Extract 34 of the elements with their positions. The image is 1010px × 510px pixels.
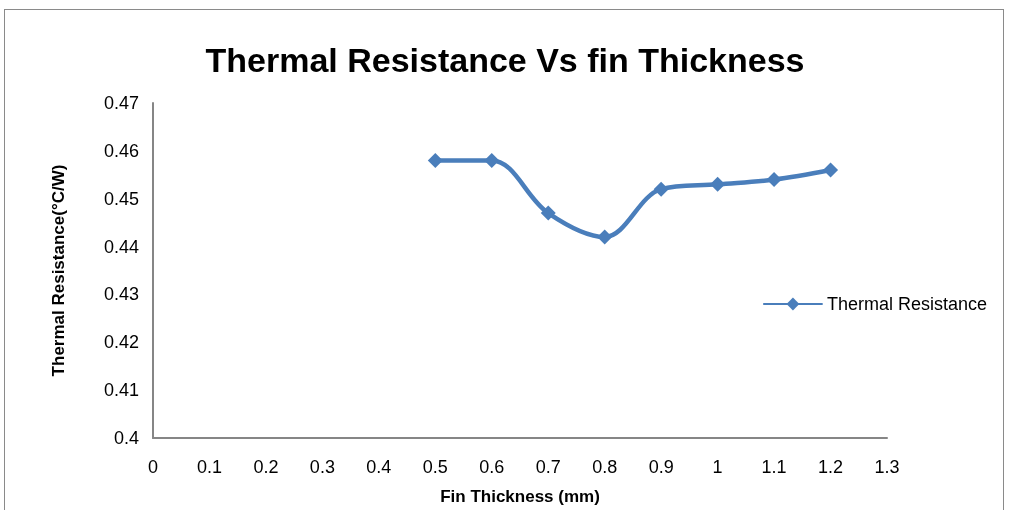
y-axis-title: Thermal Resistance(°C/W) (49, 164, 68, 377)
y-tick-label: 0.45 (103, 188, 139, 209)
x-tick-label: 0.1 (196, 457, 222, 477)
point (540, 205, 556, 221)
x-tick-label: 0 (147, 457, 159, 477)
point (653, 181, 669, 197)
y-tick-label: 0.47 (103, 93, 139, 113)
point (427, 152, 443, 168)
y-tick-label: 0.42 (103, 332, 139, 353)
x-tick-label: 0.3 (309, 457, 335, 477)
chart-title: Thermal Resistance Vs fin Thickness (205, 41, 805, 79)
x-tick-label: 0.8 (592, 457, 618, 477)
y-tick-label: 0.46 (103, 140, 139, 161)
point (823, 162, 839, 178)
x-tick-label: 0.5 (422, 457, 448, 477)
y-tick-label: 0.4 (113, 428, 139, 448)
y-tick-label: 0.44 (103, 236, 139, 257)
y-tick-label: 0.43 (103, 284, 139, 305)
x-tick-label: 0.4 (366, 457, 392, 477)
x-tick-label: 1.1 (761, 457, 787, 477)
point (710, 176, 726, 192)
x-axis-title: Fin Thickness (mm) (440, 487, 600, 506)
point (484, 152, 500, 168)
point (766, 172, 782, 188)
x-tick-label: 1.3 (874, 457, 900, 477)
point (597, 229, 613, 245)
x-tick-label: 1 (712, 457, 723, 477)
x-tick-label: 0.7 (535, 457, 561, 477)
x-tick-label: 0.9 (648, 457, 674, 477)
x-tick-label: 0.2 (253, 457, 279, 477)
x-tick-label: 0.6 (479, 457, 505, 477)
legend-label: Thermal Resistance (826, 294, 987, 314)
x-tick-label: 1.2 (818, 457, 844, 477)
y-tick-label: 0.41 (103, 380, 139, 401)
